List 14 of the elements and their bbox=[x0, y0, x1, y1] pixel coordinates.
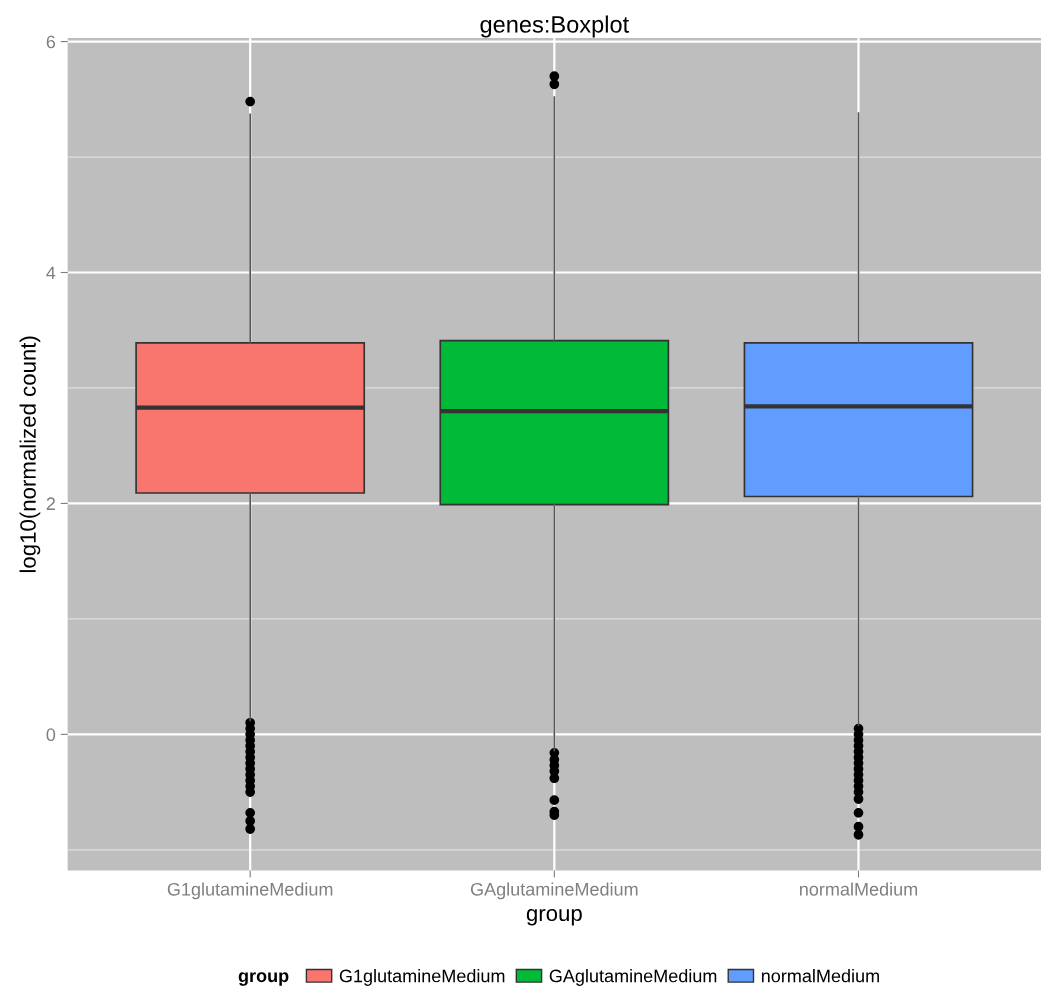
legend-title: group bbox=[238, 972, 289, 986]
chart-title: genes:Boxplot bbox=[480, 15, 629, 38]
y-tick-label: 4 bbox=[46, 266, 56, 280]
y-tick-label: 0 bbox=[46, 728, 56, 742]
x-tick-label: normalMedium bbox=[800, 882, 918, 896]
x-tick-label: GAglutamineMedium bbox=[470, 882, 638, 900]
legend-label: G1glutamineMedium bbox=[339, 969, 505, 986]
y-tick-label: 6 bbox=[46, 35, 56, 49]
legend-label: normalMedium bbox=[761, 969, 879, 983]
x-axis-title: group bbox=[526, 908, 582, 926]
y-axis-title: log10(normalized count) bbox=[19, 336, 41, 573]
legend-label: GAglutamineMedium bbox=[549, 969, 717, 986]
y-tick-label: 2 bbox=[46, 497, 55, 510]
x-tick-label: G1glutamineMedium bbox=[167, 882, 333, 900]
